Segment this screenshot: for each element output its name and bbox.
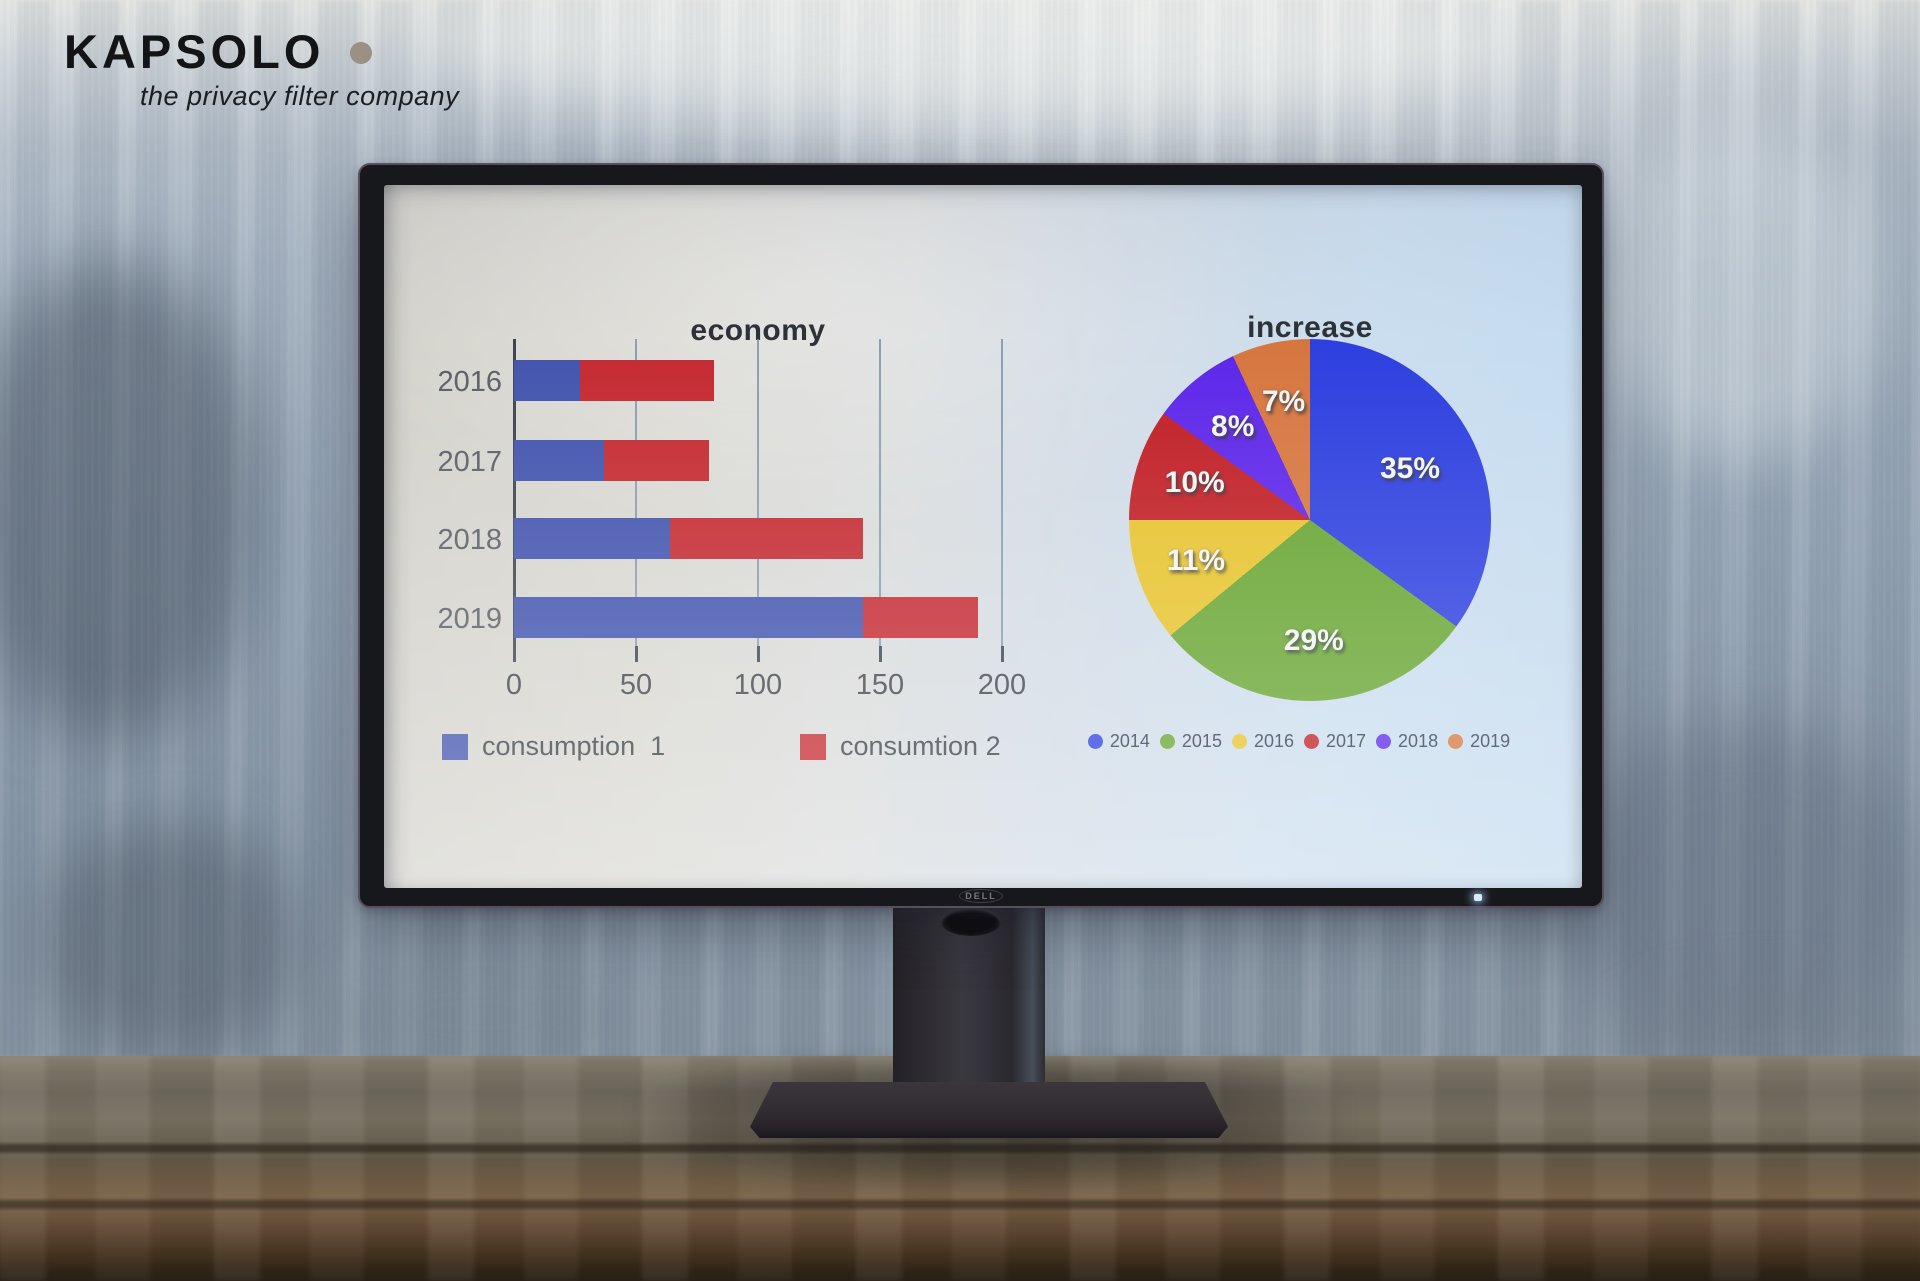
bar-chart-category-label: 2019: [437, 603, 502, 635]
monitor: economy 0 50 100 150 200 2016 2017 2018 2019 con…: [358, 163, 1604, 908]
pie-legend-item: 2017: [1304, 731, 1366, 752]
wall-shading: [0, 260, 260, 740]
legend-swatch: [442, 733, 468, 760]
bar-segment-red: [862, 597, 978, 638]
pie-slice-label: 35%: [1379, 452, 1441, 486]
logo-text: KAPSOLO: [64, 25, 325, 78]
pie-legend-dot: [1448, 734, 1464, 749]
bar-chart-gridline: [1001, 339, 1003, 646]
bar-chart-y-axis: [513, 339, 516, 646]
monitor-stand-column: [893, 893, 1045, 1093]
bar-chart-category-label: 2017: [437, 446, 502, 478]
pie-legend-label: 2018: [1398, 731, 1439, 751]
kapsolo-logo: KAPSOLO the privacy filter company: [64, 24, 459, 112]
monitor-stand-base: [750, 1082, 1228, 1138]
pie-legend-label: 2017: [1326, 731, 1367, 751]
pie-legend-label: 2014: [1109, 731, 1150, 751]
bar-segment-blue: [514, 360, 580, 401]
bar-chart-gridline: [757, 339, 759, 646]
bar-legend-item: consumption 1: [442, 731, 665, 762]
pie-legend-label: 2016: [1253, 731, 1294, 751]
bar-chart-tick: [757, 646, 760, 662]
bar-chart-tick-label: 200: [977, 669, 1027, 701]
bar-chart-tick-label: 0: [505, 669, 523, 701]
pie-legend-label: 2015: [1181, 731, 1222, 751]
pie-legend-dot: [1231, 734, 1247, 749]
bar-chart-category-label: 2018: [437, 524, 502, 556]
bar-segment-blue: [514, 597, 863, 638]
wall-shading: [420, 0, 1520, 120]
legend-label: consumtion 2: [840, 731, 1001, 761]
bar-chart-tick: [879, 646, 882, 662]
bar-chart-tick: [1001, 646, 1004, 662]
monitor-screen: economy 0 50 100 150 200 2016 2017 2018 2019 con…: [384, 185, 1582, 888]
logo-dot: [350, 41, 373, 64]
pie-legend-label: 2019: [1470, 731, 1511, 751]
pie-slice-label: 10%: [1164, 465, 1225, 499]
pie-legend-dot: [1304, 734, 1319, 749]
pie-slice-label: 29%: [1283, 624, 1344, 658]
pie-slice-label: 8%: [1211, 409, 1255, 443]
pie-slice-label: 7%: [1261, 384, 1306, 418]
monitor-chin: DELL: [360, 886, 1602, 906]
pie-legend-item: 2019: [1448, 731, 1510, 752]
pie: 35% 29% 11% 10% 8% 7%: [1129, 339, 1491, 701]
wall-shading: [40, 820, 300, 1060]
wall-shading: [1560, 720, 1920, 1060]
bar-segment-blue: [514, 518, 671, 559]
pie-legend-item: 2018: [1376, 731, 1438, 752]
bar-segment-red: [604, 440, 710, 481]
wall-shading: [1600, 120, 1880, 460]
pie-legend-dot: [1087, 734, 1103, 749]
pie-legend: 2014 2015 2016 2017 2018 2019: [969, 731, 1582, 752]
bar-chart-tick-label: 50: [619, 669, 653, 701]
bar-chart-tick-label: 100: [733, 669, 783, 701]
bar-legend-item: consumtion 2: [800, 731, 1001, 762]
pie-slice-label: 11%: [1166, 544, 1226, 578]
bar-segment-red: [579, 360, 715, 401]
pie-legend-item: 2015: [1159, 731, 1222, 752]
bar-chart-tick: [513, 646, 516, 662]
pie-legend-dot: [1159, 734, 1175, 749]
pie-legend-dot: [1376, 734, 1392, 749]
legend-swatch: [800, 733, 826, 760]
logo-tagline: the privacy filter company: [140, 81, 460, 111]
bar-segment-red: [670, 518, 863, 559]
pie-chart-title: increase: [1247, 310, 1373, 344]
legend-label: consumption 1: [482, 731, 666, 761]
bar-chart-gridline: [635, 339, 637, 646]
bar-segment-blue: [514, 440, 605, 481]
cable-hole: [941, 908, 1001, 936]
pie-legend-item: 2014: [1087, 731, 1150, 752]
power-led: [1474, 894, 1482, 901]
bar-chart-gridline: [879, 339, 881, 646]
pie-legend-item: 2016: [1231, 731, 1294, 752]
bar-chart-category-label: 2016: [437, 366, 502, 398]
bar-chart-tick-label: 150: [855, 669, 905, 701]
bar-chart-tick: [635, 646, 638, 662]
dell-logo: DELL: [959, 889, 1003, 903]
